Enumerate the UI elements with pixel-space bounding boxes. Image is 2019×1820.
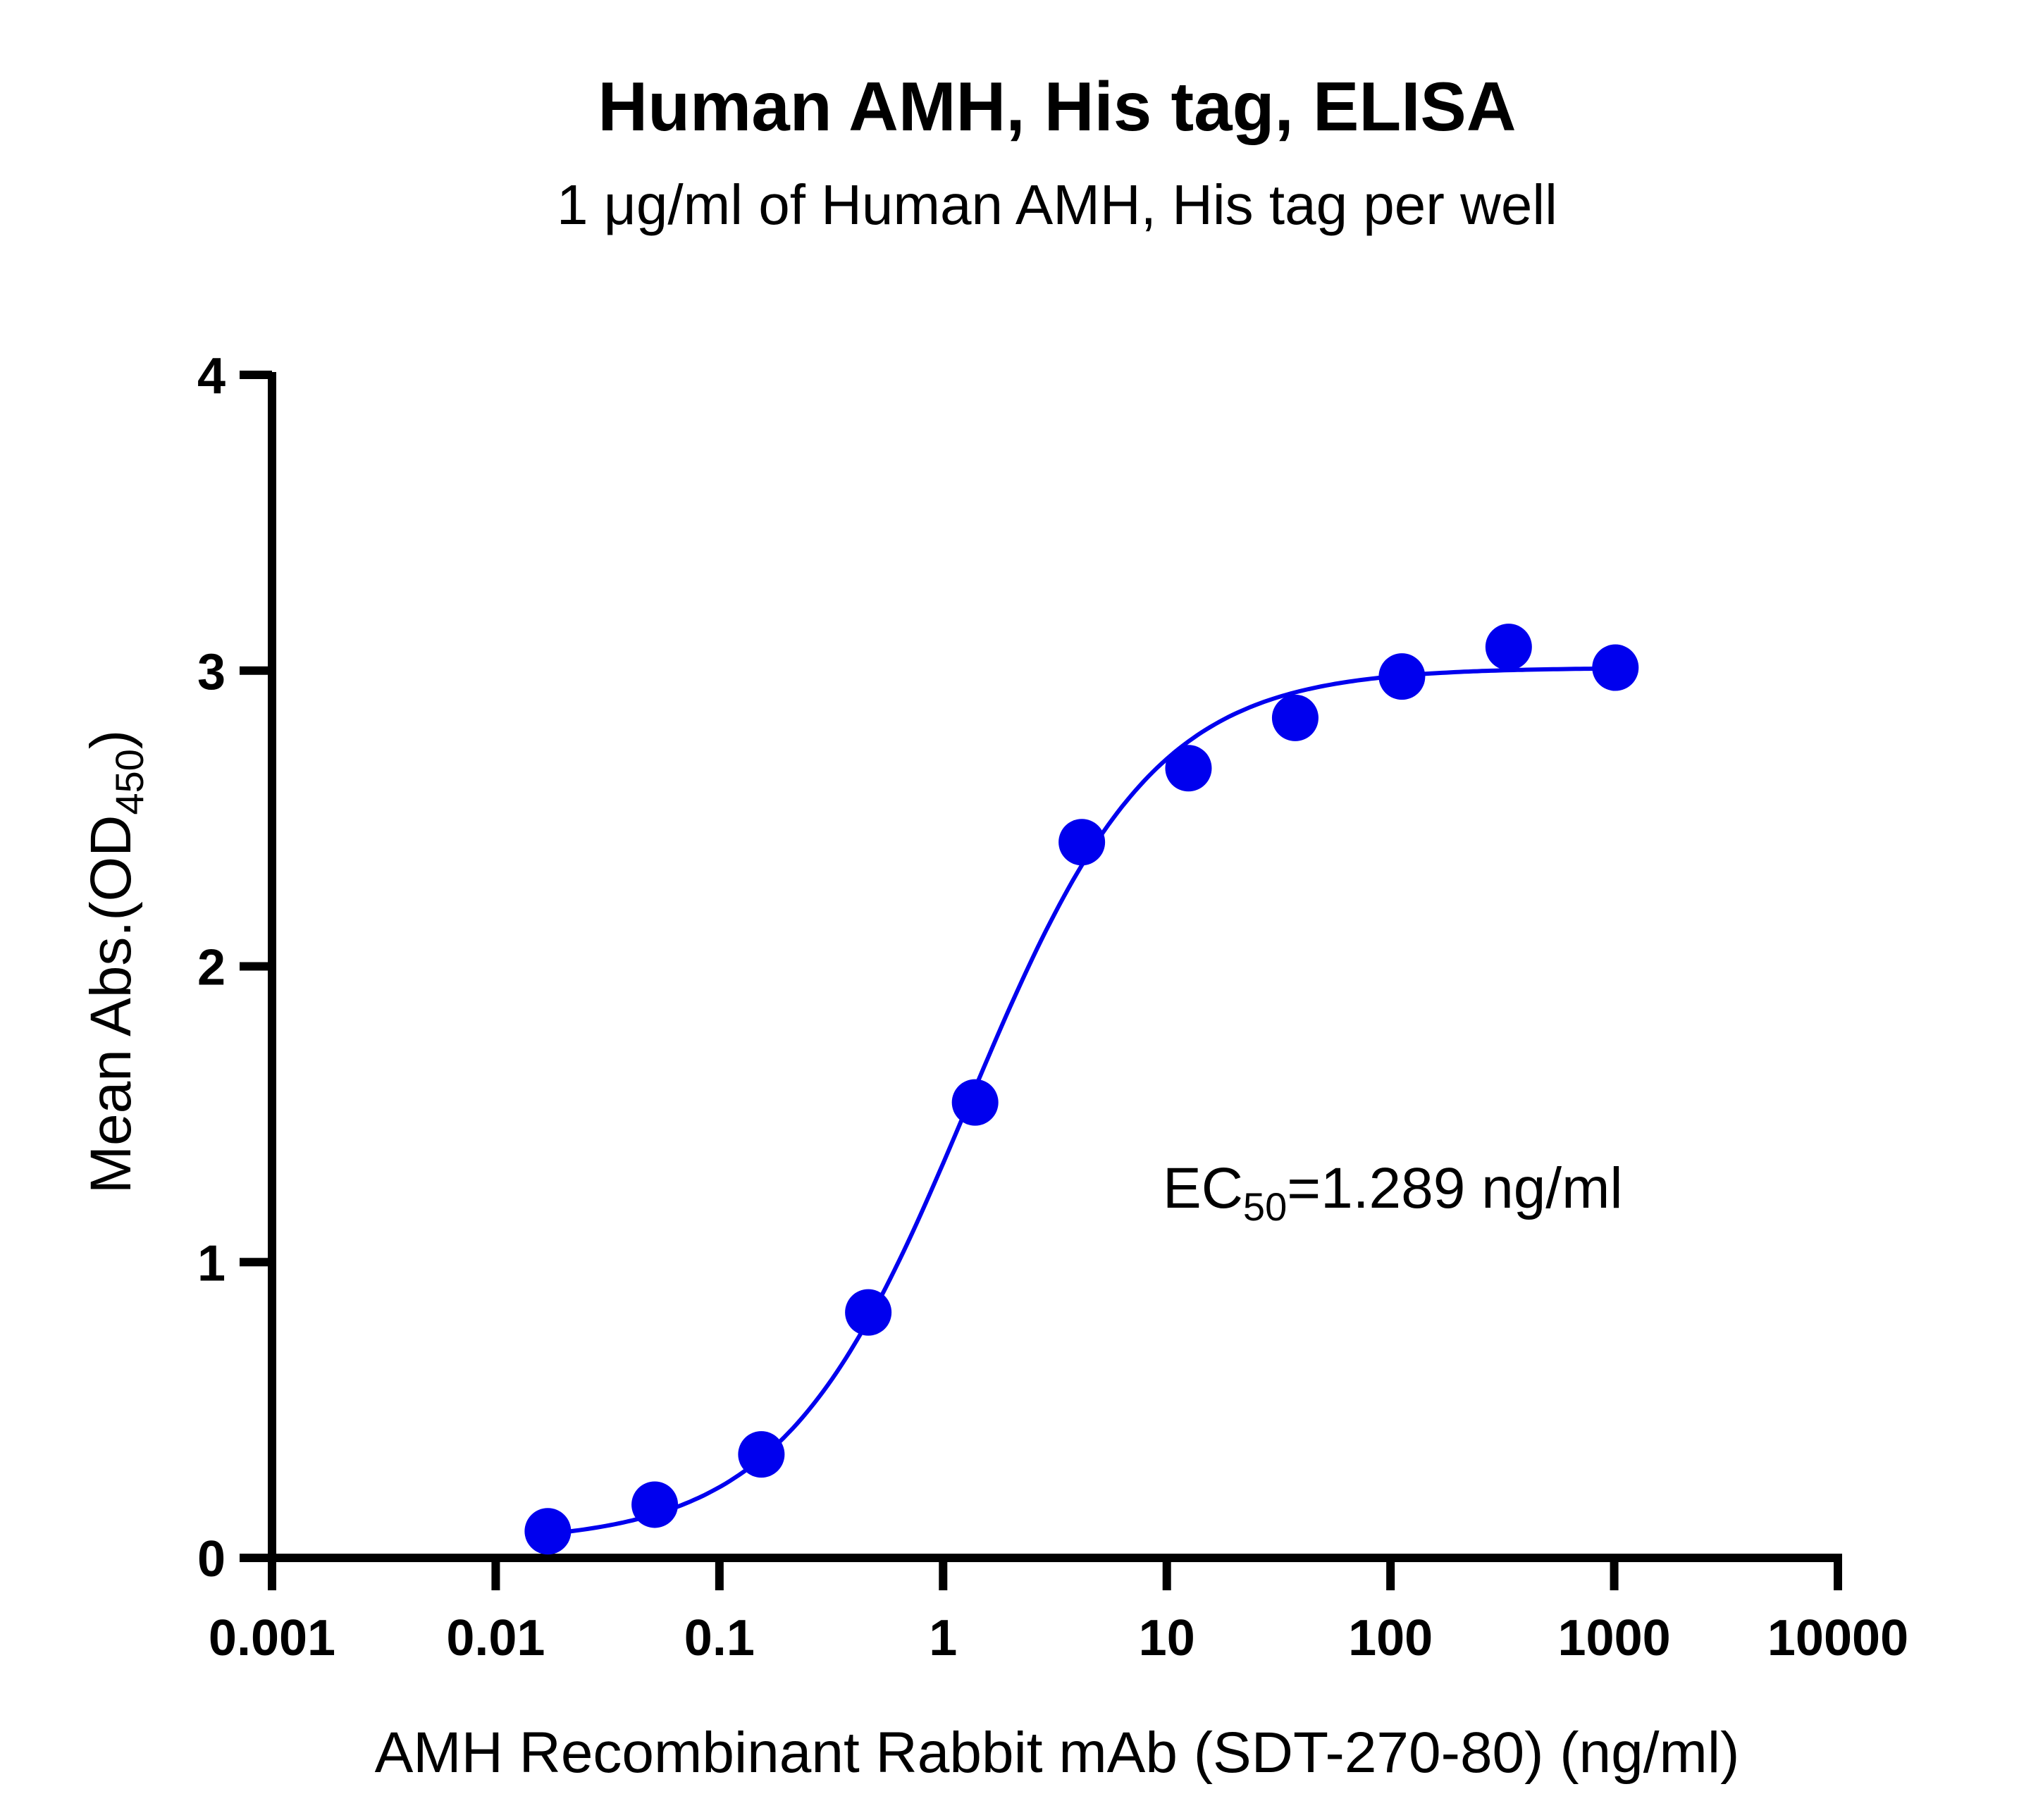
y-axis-label: Mean Abs.(OD450) bbox=[79, 730, 152, 1194]
y-axis-ticks: 0 1 2 3 4 bbox=[197, 348, 272, 1587]
ec50-label-sub: 50 bbox=[1243, 1184, 1287, 1229]
ec50-label-main: EC bbox=[1163, 1156, 1243, 1220]
x-axis-ticks: 0.001 0.01 0.1 1 10 100 1000 10000 bbox=[209, 1558, 1908, 1666]
data-point bbox=[1058, 819, 1106, 866]
data-point bbox=[1378, 653, 1426, 700]
x-tick-label: 100 bbox=[1348, 1610, 1433, 1666]
data-point bbox=[951, 1079, 999, 1126]
ec50-label-value: =1.289 ng/ml bbox=[1287, 1156, 1622, 1220]
y-tick-label: 4 bbox=[197, 348, 226, 404]
x-tick-label: 1000 bbox=[1557, 1610, 1670, 1666]
ec50-annotation: EC50=1.289 ng/ml bbox=[1163, 1156, 1623, 1229]
y-tick-label: 1 bbox=[197, 1235, 226, 1292]
x-tick-label: 10 bbox=[1139, 1610, 1195, 1666]
x-tick-label: 0.1 bbox=[684, 1610, 755, 1666]
y-tick-label: 2 bbox=[197, 940, 226, 996]
x-tick-label: 10000 bbox=[1767, 1610, 1908, 1666]
y-axis-label-sub: 450 bbox=[107, 749, 152, 815]
chart-title: Human AMH, His tag, ELISA bbox=[598, 68, 1516, 145]
fit-curve bbox=[548, 666, 1616, 1536]
data-points bbox=[524, 624, 1639, 1555]
y-tick-label: 0 bbox=[197, 1531, 226, 1587]
x-tick-label: 1 bbox=[929, 1610, 957, 1666]
y-axis-label-end: ) bbox=[79, 730, 143, 749]
data-point bbox=[1271, 694, 1319, 741]
axes bbox=[268, 372, 1842, 1562]
data-point bbox=[845, 1289, 892, 1336]
data-point bbox=[524, 1508, 572, 1555]
x-tick-label: 0.01 bbox=[446, 1610, 545, 1666]
data-point bbox=[1485, 624, 1532, 671]
data-point bbox=[738, 1431, 785, 1478]
data-point bbox=[1592, 644, 1639, 691]
data-point bbox=[1165, 745, 1212, 792]
chart-subtitle: 1 μg/ml of Human AMH, His tag per well bbox=[557, 173, 1557, 236]
y-tick-label: 3 bbox=[197, 644, 226, 700]
data-point bbox=[631, 1481, 679, 1528]
x-tick-label: 0.001 bbox=[209, 1610, 335, 1666]
x-axis-label: AMH Recombinant Rabbit mAb (SDT-270-80) … bbox=[375, 1721, 1740, 1785]
y-axis-label-main: Mean Abs.(OD bbox=[79, 815, 143, 1194]
